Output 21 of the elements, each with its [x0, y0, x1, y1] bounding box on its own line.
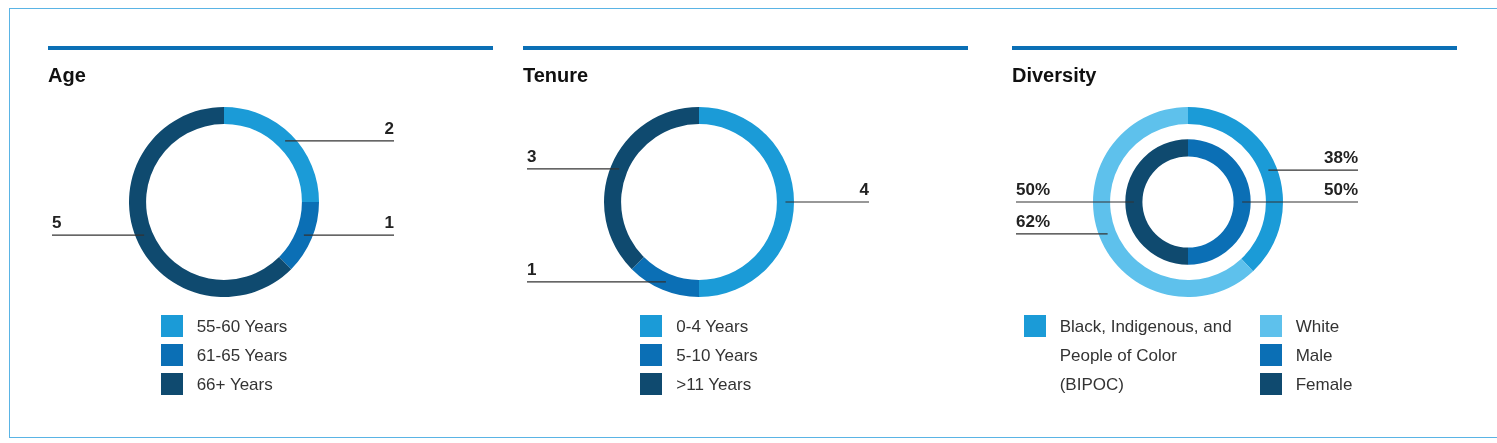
legend-label: 5-10 Years [676, 345, 758, 367]
data-label: 1 [527, 260, 537, 280]
legend-label: Male [1295, 345, 1333, 367]
legend-label: 55-60 Years [196, 316, 288, 338]
data-label: 4 [859, 180, 870, 200]
chart-title: Age [48, 64, 87, 88]
legend-label: 61-65 Years [196, 345, 288, 367]
legend-label: 66+ Years [196, 374, 273, 396]
legend-label: Female [1295, 374, 1353, 396]
chart-title: Tenure [523, 64, 590, 88]
legend-label: >11 Years [676, 374, 752, 396]
data-label: 5 [52, 213, 62, 233]
legend-label: White [1295, 316, 1340, 338]
legend-label: Black, Indigenous, and People of Color (BIPOC) [1059, 316, 1233, 396]
chart-title: Diversity [1012, 64, 1098, 88]
data-label: 38% [1323, 148, 1358, 168]
legend-label: 0-4 Years [676, 316, 749, 338]
data-label: 62% [1016, 212, 1051, 232]
data-label: 2 [384, 119, 394, 139]
data-label: 50% [1016, 180, 1051, 200]
data-label: 3 [527, 147, 537, 167]
